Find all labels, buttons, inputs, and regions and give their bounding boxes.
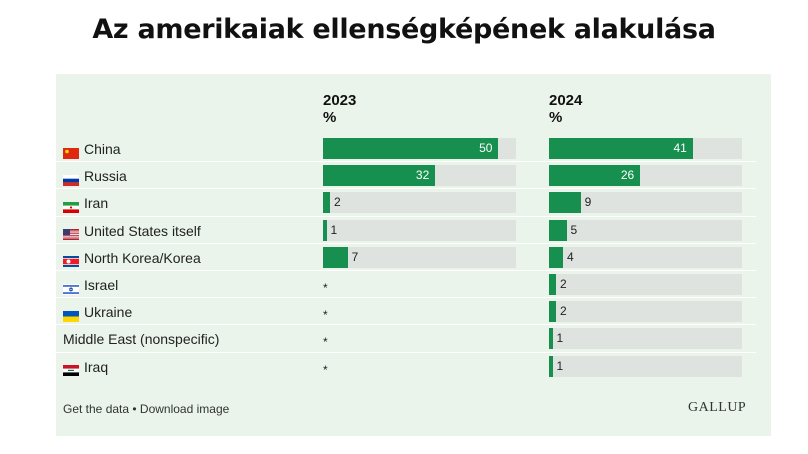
flag-cn-icon — [63, 144, 79, 159]
category-text: North Korea/Korea — [84, 249, 201, 266]
column-unit: % — [549, 109, 563, 126]
chart-title: Az amerikaiak ellenségképének alakulása — [92, 14, 716, 45]
gallup-logo: GALLUP — [688, 400, 747, 415]
category-text: United States itself — [84, 222, 201, 239]
flag-kp-icon — [63, 252, 79, 268]
bar-track-2024-united-states-itself — [549, 219, 742, 241]
bar-2023-north-korea-korea — [323, 246, 348, 268]
value-label-2024-russia: 26 — [620, 168, 635, 183]
bar-2023-china — [323, 138, 499, 159]
category-label-russia: Russia — [63, 166, 127, 186]
row-separator — [56, 324, 756, 326]
bar-track-2024-north-korea-korea — [549, 246, 742, 268]
category-text: Israel — [84, 277, 119, 293]
category-label-israel: Israel — [63, 275, 118, 295]
bar-2024-united-states-itself — [549, 219, 567, 241]
category-label-united-states-itself: United States itself — [63, 221, 201, 241]
row-separator — [56, 188, 756, 190]
category-text: China — [84, 141, 121, 157]
bar-track-2023-iran — [323, 192, 516, 214]
bar-2024-ukraine — [549, 301, 557, 323]
column-year: 2023 — [323, 92, 357, 109]
category-text: Middle East (nonspecific) — [63, 331, 220, 348]
flag-ru-icon — [63, 171, 79, 186]
value-label-2023-united-states-itself: 1 — [330, 222, 338, 237]
value-label-2023-russia: 32 — [415, 168, 430, 183]
category-text: Russia — [84, 168, 127, 185]
row-separator — [56, 161, 756, 163]
row-separator — [56, 242, 756, 244]
bar-track-2023-north-korea-korea — [323, 246, 516, 268]
column-header-2023: 2023 % — [323, 92, 356, 126]
bar-2023-russia — [323, 165, 436, 187]
bar-track-2024-ukraine — [549, 301, 742, 323]
value-label-2024-iraq: 1 — [556, 358, 564, 373]
bar-track-2024-iraq — [549, 355, 742, 377]
category-label-ukraine: Ukraine — [63, 302, 132, 322]
row-separator — [56, 215, 756, 217]
value-label-2024-iran: 9 — [584, 195, 592, 210]
value-label-2023-israel: * — [323, 281, 328, 295]
column-header-2024: 2024 % — [549, 92, 582, 126]
get-data-download-image-links[interactable]: Get the data • Download image — [63, 402, 230, 416]
value-label-2024-united-states-itself: 5 — [570, 222, 578, 237]
row-separator — [56, 351, 756, 353]
bar-track-2024-israel — [549, 274, 742, 295]
bar-2024-china — [549, 138, 693, 159]
value-label-2023-iraq: * — [323, 362, 328, 377]
value-label-2024-israel: 2 — [560, 277, 567, 291]
category-label-iraq: Iraq — [63, 357, 108, 377]
value-label-2023-ukraine: * — [323, 308, 328, 323]
category-label-north-korea-korea: North Korea/Korea — [63, 248, 201, 268]
value-label-2023-china: 50 — [479, 141, 493, 155]
bar-track-2023-united-states-itself — [323, 219, 516, 241]
column-year: 2024 — [549, 92, 583, 109]
value-label-2023-iran: 2 — [334, 195, 341, 210]
value-label-2024-china: 41 — [673, 141, 687, 155]
flag-ir-icon — [63, 198, 79, 213]
value-label-2023-north-korea-korea: 7 — [351, 249, 359, 264]
bar-track-2024-middle-east-nonspecific — [549, 328, 742, 350]
value-label-2024-middle-east-nonspecific: 1 — [556, 331, 564, 346]
bar-2024-iraq — [549, 355, 553, 377]
bar-2024-middle-east-nonspecific — [549, 328, 553, 350]
flag-iq-icon — [63, 361, 79, 377]
bar-track-2024-iran — [549, 192, 742, 214]
category-label-middle-east-nonspecific: Middle East (nonspecific) — [63, 329, 219, 349]
bar-2023-iran — [323, 192, 331, 214]
column-unit: % — [323, 109, 337, 126]
category-text: Iran — [84, 195, 109, 212]
bar-2024-iran — [549, 192, 581, 214]
flag-us-icon — [63, 225, 79, 241]
value-label-2023-middle-east-nonspecific: * — [323, 335, 328, 350]
value-label-2024-ukraine: 2 — [560, 304, 567, 319]
bar-2024-russia — [549, 165, 641, 187]
row-separator — [56, 297, 756, 299]
category-text: Iraq — [84, 358, 109, 375]
category-label-china: China — [63, 139, 121, 159]
flag-il-icon — [63, 280, 79, 295]
category-text: Ukraine — [84, 304, 133, 321]
flag-ua-icon — [63, 307, 79, 322]
bar-2024-israel — [549, 274, 557, 295]
value-label-2024-north-korea-korea: 4 — [567, 249, 574, 264]
bar-2023-united-states-itself — [323, 219, 327, 241]
category-label-iran: Iran — [63, 193, 108, 213]
row-separator — [56, 270, 756, 271]
bar-2024-north-korea-korea — [549, 246, 564, 268]
